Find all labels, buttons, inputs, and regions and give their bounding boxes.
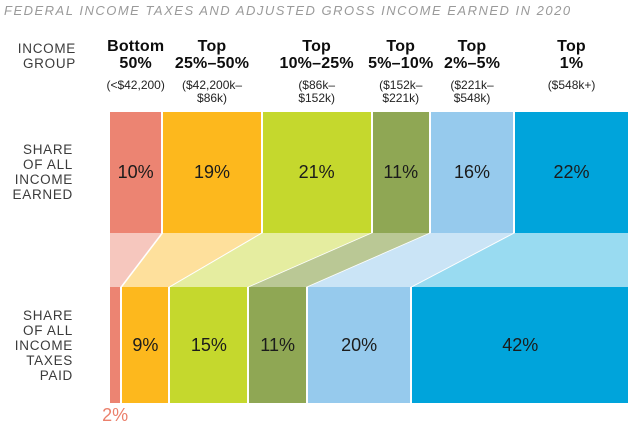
group-header: Top 5%–10% ($152k– $221k): [339, 38, 463, 105]
income-earned-row-label-line: EARNED: [12, 187, 73, 202]
group-name-line: Top: [386, 38, 416, 55]
group-name-line: 50%: [119, 54, 152, 72]
flow-band: [249, 233, 430, 287]
income-earned-segment-value-label: 19%: [194, 162, 231, 182]
taxes-paid-segment: 9%: [122, 287, 169, 403]
income-earned-bar: 10% 19% 21% 11% 16% 22%: [110, 112, 628, 233]
group-header: Bottom 50% (<$42,200): [74, 38, 198, 92]
group-threshold-line: ($548k+): [547, 78, 596, 92]
taxes-paid-row-label-line: INCOME: [14, 338, 73, 353]
income-earned-segment-value-label: 10%: [117, 162, 154, 182]
taxes-paid-segment-value-label: 9%: [132, 334, 159, 355]
income-group-axis-label-line: GROUP: [22, 56, 76, 71]
income-earned-segment-value-label: 22%: [553, 162, 590, 182]
group-name: Top 1%: [510, 38, 630, 72]
income-earned-row-label: SHARE OF ALL INCOME EARNED: [0, 142, 73, 202]
group-threshold-line: $548k): [453, 91, 491, 105]
flow-band: [412, 233, 628, 287]
group-threshold: ($42,200k– $86k): [150, 79, 274, 105]
flow-band: [110, 233, 162, 287]
group-name-line: Top: [197, 38, 227, 55]
group-header: Top 1% ($548k+): [510, 38, 630, 92]
income-earned-segment: 16%: [431, 112, 514, 233]
taxes-paid-row-label-line: TAXES: [26, 353, 73, 368]
group-threshold-line: $86k): [197, 91, 228, 105]
taxes-paid-segment: 15%: [170, 287, 248, 403]
taxes-paid-segment: 11%: [249, 287, 306, 403]
group-threshold-line: $221k): [382, 91, 420, 105]
income-earned-row-label-line: SHARE: [22, 142, 73, 157]
flow-transition-band: [110, 233, 628, 287]
group-threshold: ($86k– $152k): [255, 79, 379, 105]
taxes-paid-segment: [110, 287, 121, 403]
income-earned-segment-value-label: 11%: [383, 162, 419, 182]
group-header: Top 25%–50% ($42,200k– $86k): [150, 38, 274, 105]
taxes-paid-bottom50-outside-label: 2%: [102, 405, 129, 425]
taxes-paid-row-label-line: SHARE: [22, 308, 73, 323]
income-earned-segment: 19%: [163, 112, 261, 233]
group-headers: Bottom 50% (<$42,200) Top 25%–50% ($42,200k– $…: [106, 38, 630, 111]
group-name-line: 2%–5%: [443, 54, 501, 72]
income-earned-row-label-line: OF ALL: [23, 157, 73, 172]
group-name-line: Top: [557, 38, 586, 55]
taxes-paid-row-label: SHARE OF ALL INCOME TAXES PAID: [0, 308, 73, 383]
taxes-paid-segment: 20%: [307, 287, 411, 403]
group-name: Top 10%–25%: [255, 38, 379, 72]
group-threshold-line: $152k): [298, 91, 336, 105]
group-threshold: ($221k– $548k): [410, 79, 534, 105]
group-name: Bottom 50%: [74, 38, 198, 72]
group-name-line: 10%–25%: [279, 54, 354, 72]
group-threshold-line: ($42,200k–: [182, 78, 243, 92]
taxes-paid-segment-value-label: 20%: [341, 334, 378, 355]
group-threshold: (<$42,200): [74, 79, 198, 92]
income-earned-segment: 21%: [262, 112, 371, 233]
income-earned-segment: 11%: [372, 112, 429, 233]
taxes-paid-segment-value-label: 42%: [502, 334, 539, 355]
group-name-line: Top: [457, 38, 487, 55]
taxes-paid-bar: 9% 15% 11% 20% 42%: [110, 287, 628, 403]
group-name-line: 5%–10%: [368, 54, 434, 72]
group-threshold-line: ($152k–: [379, 78, 423, 92]
flow-band: [170, 233, 371, 287]
group-name: Top 2%–5%: [410, 38, 534, 72]
income-earned-segment-value-label: 16%: [454, 162, 491, 182]
income-earned-row-label-line: INCOME: [14, 172, 73, 187]
group-header: Top 10%–25% ($86k– $152k): [255, 38, 379, 105]
group-threshold: ($152k– $221k): [339, 79, 463, 105]
group-name: Top 5%–10%: [339, 38, 463, 72]
income-earned-segment: 10%: [110, 112, 162, 233]
group-name-line: Top: [302, 38, 332, 55]
group-name-line: 1%: [559, 54, 584, 72]
taxes-paid-segment: 42%: [412, 287, 628, 403]
flow-band: [307, 233, 514, 287]
group-threshold-line: (<$42,200): [106, 78, 165, 92]
taxes-paid-row-label-line: PAID: [39, 368, 73, 383]
group-threshold: ($548k+): [510, 79, 630, 92]
chart-title: FEDERAL INCOME TAXES AND ADJUSTED GROSS …: [4, 3, 572, 18]
group-name: Top 25%–50%: [150, 38, 274, 72]
income-earned-segment: 22%: [515, 112, 628, 233]
group-name-line: 25%–50%: [174, 54, 250, 72]
taxes-paid-segment-value-label: 11%: [260, 334, 295, 355]
income-earned-segment-value-label: 21%: [298, 162, 335, 182]
income-group-axis-label: INCOME GROUP: [0, 41, 76, 71]
income-group-axis-label-line: INCOME: [17, 41, 76, 56]
group-threshold-line: ($221k–: [450, 78, 494, 92]
taxes-paid-row-label-line: OF ALL: [23, 323, 73, 338]
group-name-line: Bottom: [107, 38, 165, 55]
group-threshold-line: ($86k–: [298, 78, 336, 92]
taxes-paid-segment-value-label: 15%: [190, 334, 227, 355]
group-header: Top 2%–5% ($221k– $548k): [410, 38, 534, 105]
flow-band: [122, 233, 261, 287]
